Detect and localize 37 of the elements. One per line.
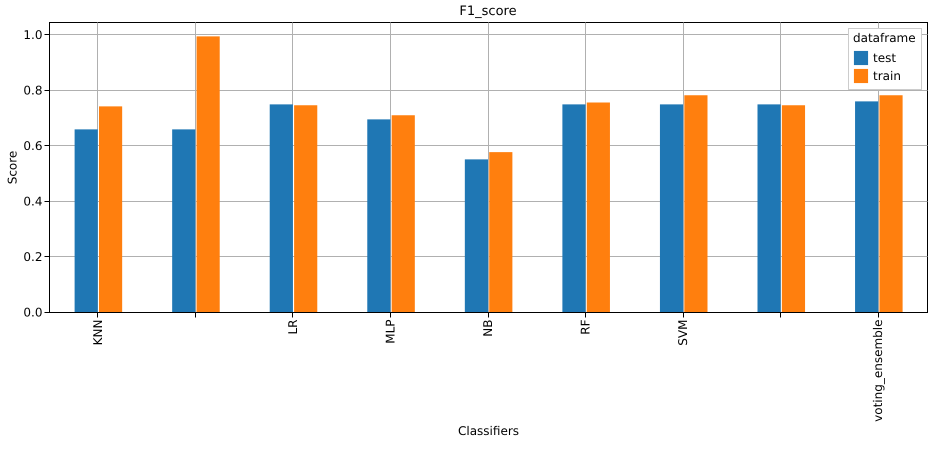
x-tick-label: RF xyxy=(578,319,593,335)
bar xyxy=(98,106,122,312)
y-axis-title: Score xyxy=(5,150,20,184)
y-tick-label: 0.2 xyxy=(23,250,42,264)
bar xyxy=(196,36,220,312)
legend-title: dataframe xyxy=(853,31,916,45)
x-axis-title: Classifiers xyxy=(458,424,520,438)
bar xyxy=(879,95,903,312)
chart-title: F1_score xyxy=(459,4,517,19)
y-tick-label: 0.8 xyxy=(23,83,42,98)
x-tick-label: voting_ensemble xyxy=(871,320,886,422)
y-tick-label: 0.4 xyxy=(23,194,42,208)
x-tick-label: KNN xyxy=(90,320,105,346)
x-tick-label: NB xyxy=(481,320,495,337)
bar xyxy=(782,105,806,312)
bar xyxy=(757,104,781,312)
y-tick-label: 0.0 xyxy=(23,306,42,320)
bar xyxy=(172,129,196,312)
legend-label: train xyxy=(873,69,901,83)
bar xyxy=(294,105,318,312)
x-tick-label: MLP xyxy=(383,320,398,344)
bar xyxy=(855,101,878,312)
bar xyxy=(684,95,708,312)
bar xyxy=(586,102,610,312)
legend-label: test xyxy=(873,51,896,65)
bar xyxy=(562,104,586,312)
x-tick-label: SVM xyxy=(676,320,690,346)
bar xyxy=(367,119,390,312)
y-tick-label: 0.6 xyxy=(23,138,42,153)
bar xyxy=(392,115,415,312)
x-tick-label: LR xyxy=(286,320,300,335)
bar xyxy=(464,159,488,312)
bar xyxy=(270,104,293,312)
bar xyxy=(74,129,98,312)
y-tick-label: 1.0 xyxy=(23,28,42,42)
bar xyxy=(660,104,684,312)
bar xyxy=(489,152,512,312)
